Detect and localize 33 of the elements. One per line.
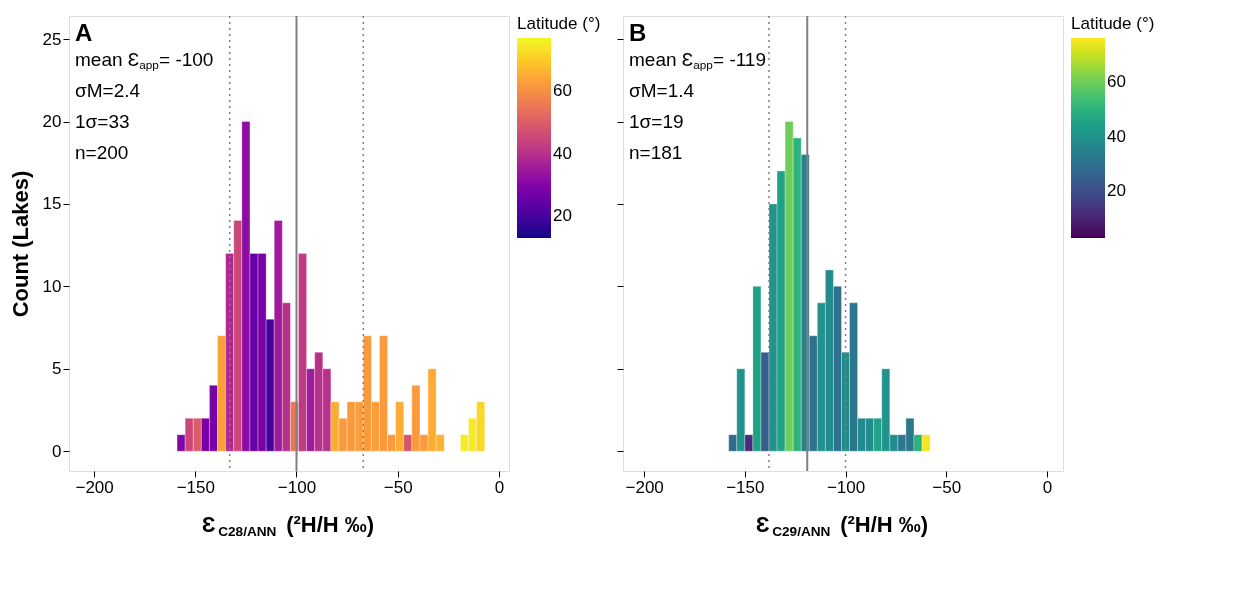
legend-title: Latitude (°) (517, 14, 601, 33)
x-tick-label: −200 (75, 477, 114, 497)
y-axis-title: Count (Lakes) (7, 170, 33, 318)
annotation: n=200 (75, 142, 129, 163)
color-bar-label: 60 (553, 81, 572, 101)
annotation: n=181 (629, 142, 683, 163)
x-tick-label: −150 (726, 477, 765, 497)
x-tick-label: −100 (277, 477, 317, 497)
y-tick-label: 10 (42, 276, 62, 296)
x-tick-label: −150 (176, 477, 215, 497)
annotation: 1σ=19 (629, 111, 684, 132)
color-bar-label: 40 (553, 143, 572, 163)
x-tick-label: −200 (625, 477, 664, 497)
x-tick-label: −50 (383, 477, 413, 497)
x-tick-label: 0 (494, 477, 505, 497)
annotation: σM=1.4 (629, 80, 695, 101)
x-tick-label: 0 (1042, 477, 1053, 497)
color-bar-label: 20 (1107, 181, 1126, 201)
color-bar-label: 20 (553, 206, 572, 226)
y-tick-label: 20 (42, 112, 62, 132)
annotation: σM=2.4 (75, 80, 141, 101)
annotation: B (629, 19, 647, 46)
y-tick-label: 0 (52, 441, 62, 461)
legend-title: Latitude (°) (1071, 14, 1155, 33)
x-tick-label: −100 (826, 477, 866, 497)
color-bar-label: 40 (1107, 126, 1126, 146)
y-tick-label: 25 (42, 29, 62, 49)
x-tick-label: −50 (932, 477, 962, 497)
annotation: A (75, 19, 93, 46)
annotation: 1σ=33 (75, 111, 130, 132)
color-bar-label: 60 (1107, 71, 1126, 91)
y-tick-label: 5 (52, 359, 62, 379)
y-tick-label: 15 (42, 194, 62, 214)
